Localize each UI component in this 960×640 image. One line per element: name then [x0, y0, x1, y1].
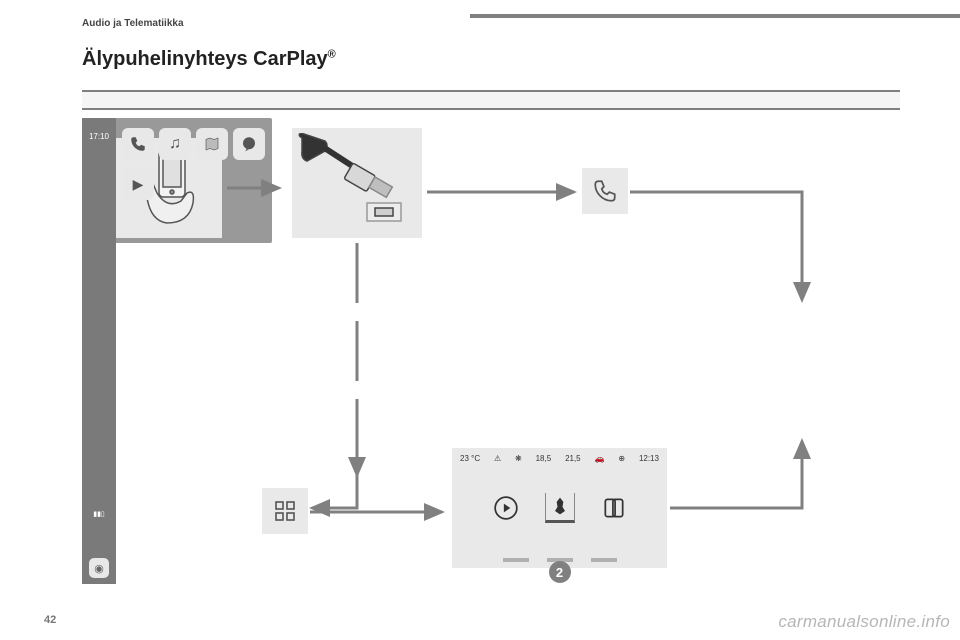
carplay-messages-app-icon	[233, 128, 265, 160]
status-right-val: 21,5	[565, 454, 581, 463]
carplay-maps-app-icon	[196, 128, 228, 160]
grid-icon	[273, 499, 297, 523]
carplay-signal-icon: ▮▮▯	[93, 510, 105, 518]
arrow-usb-to-apps	[347, 243, 367, 483]
header-divider	[470, 14, 960, 18]
breadcrumb: Audio ja Telematiikka	[82, 18, 184, 29]
status-warn-icon: ⚠	[494, 454, 501, 463]
carplay-time: 17:10	[89, 132, 109, 141]
status-left-val: 18,5	[536, 454, 552, 463]
carplay-home-icon: ◉	[89, 558, 109, 578]
status-time: 12:13	[639, 454, 659, 463]
status-temp: 23 °C	[460, 454, 480, 463]
phone-handset-icon	[592, 178, 618, 204]
carplay-music-app-icon: ♫	[159, 128, 191, 160]
usb-illustration	[292, 128, 422, 238]
carplay-phone-app-icon	[122, 128, 154, 160]
section-ruler	[82, 90, 900, 110]
phone-icon-tile	[582, 168, 628, 214]
arrow-phone-to-carplay	[630, 182, 830, 312]
status-car-icon: 🚗	[595, 454, 605, 463]
step-badge-2: 2	[549, 561, 571, 583]
arrow-usb-to-phone	[427, 182, 582, 202]
mirrorlink-icon	[599, 493, 629, 523]
status-gps-icon: ⊕	[618, 454, 625, 463]
touchscreen-illustration: 23 °C ⚠ ❋ 18,5 21,5 🚗 ⊕ 12:13 2	[452, 448, 667, 568]
title-text: Älypuhelinyhteys CarPlay	[82, 48, 328, 70]
peugeot-lion-icon	[545, 493, 575, 523]
trademark: ®	[328, 48, 336, 60]
arrow-phone-to-usb	[227, 178, 287, 198]
carplay-sidebar: 17:10 ▮▮▯ ◉	[82, 118, 116, 584]
arrow-apps-to-screen	[310, 502, 450, 522]
page-number: 42	[44, 614, 56, 626]
carplay-nowplaying-icon: ▶	[122, 168, 154, 200]
status-fan-icon: ❋	[515, 454, 522, 463]
watermark: carmanualsonline.info	[778, 612, 950, 632]
touchscreen-app-row	[452, 493, 667, 523]
page-title: Älypuhelinyhteys CarPlay®	[82, 48, 336, 71]
arrow-screen-to-carplay	[670, 438, 820, 513]
carplay-apps-row: ♫	[122, 128, 265, 160]
diagram-container: 23 °C ⚠ ❋ 18,5 21,5 🚗 ⊕ 12:13 2	[82, 118, 897, 584]
carplay-launch-icon	[491, 493, 521, 523]
touchscreen-statusbar: 23 °C ⚠ ❋ 18,5 21,5 🚗 ⊕ 12:13	[460, 454, 659, 463]
applications-icon-tile	[262, 488, 308, 534]
